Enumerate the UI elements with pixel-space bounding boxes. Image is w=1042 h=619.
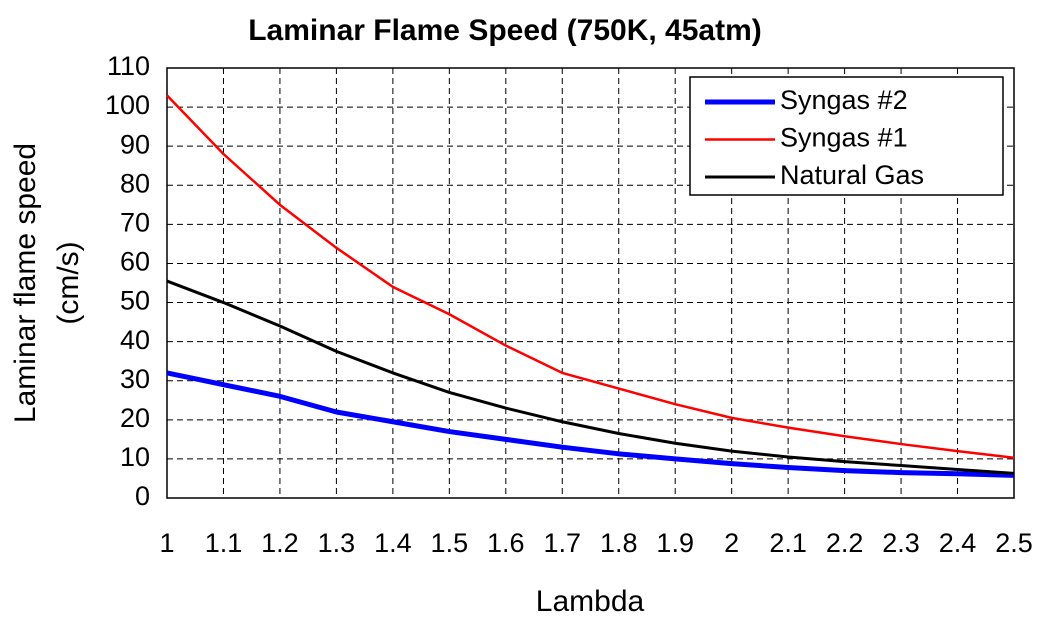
x-tick-label: 1.2	[261, 528, 299, 558]
legend-box	[689, 76, 1004, 196]
y-tick-label: 30	[120, 364, 150, 394]
x-tick-label: 2	[724, 528, 739, 558]
x-tick-label: 2.5	[995, 528, 1033, 558]
y-tick-label: 90	[120, 129, 150, 159]
y-tick-label: 20	[120, 403, 150, 433]
y-tick-label: 70	[120, 207, 150, 237]
series-line	[166, 94, 1015, 459]
x-axis-label: Lambda	[536, 585, 645, 618]
x-tick-label: 1.3	[318, 528, 356, 558]
series-line	[166, 279, 1015, 475]
x-tick-label: 1.8	[600, 528, 638, 558]
x-tick-label: 1.6	[487, 528, 525, 558]
x-tick-label: 2.4	[939, 528, 977, 558]
x-tick-label: 2.2	[826, 528, 864, 558]
x-tick-label: 1	[159, 528, 174, 558]
x-tick-label: 1.5	[431, 528, 469, 558]
y-tick-label: 40	[120, 325, 150, 355]
x-tick-label: 2.1	[769, 528, 807, 558]
y-tick-label: 110	[107, 51, 150, 81]
y-tick-label: 10	[120, 442, 150, 472]
legend-label: Syngas #2	[780, 85, 908, 115]
plot-frame	[166, 67, 1015, 499]
y-tick-label: 80	[120, 168, 150, 198]
series-line	[166, 370, 1015, 478]
y-tick-label: 50	[120, 286, 150, 316]
x-tick-label: 1.1	[205, 528, 243, 558]
y-tick-label: 0	[135, 481, 150, 511]
y-axis-label: (cm/s)	[52, 241, 85, 324]
chart-title: Laminar Flame Speed (750K, 45atm)	[248, 14, 762, 47]
x-tick-label: 1.9	[656, 528, 694, 558]
x-tick-label: 1.7	[543, 528, 581, 558]
legend-label: Natural Gas	[780, 160, 924, 190]
y-tick-label: 100	[105, 90, 150, 120]
x-tick-label: 1.4	[374, 528, 412, 558]
legend-label: Syngas #1	[780, 123, 908, 153]
x-tick-label: 2.3	[882, 528, 920, 558]
y-axis-label: Laminar flame speed	[9, 143, 42, 423]
y-tick-label: 60	[120, 247, 150, 277]
